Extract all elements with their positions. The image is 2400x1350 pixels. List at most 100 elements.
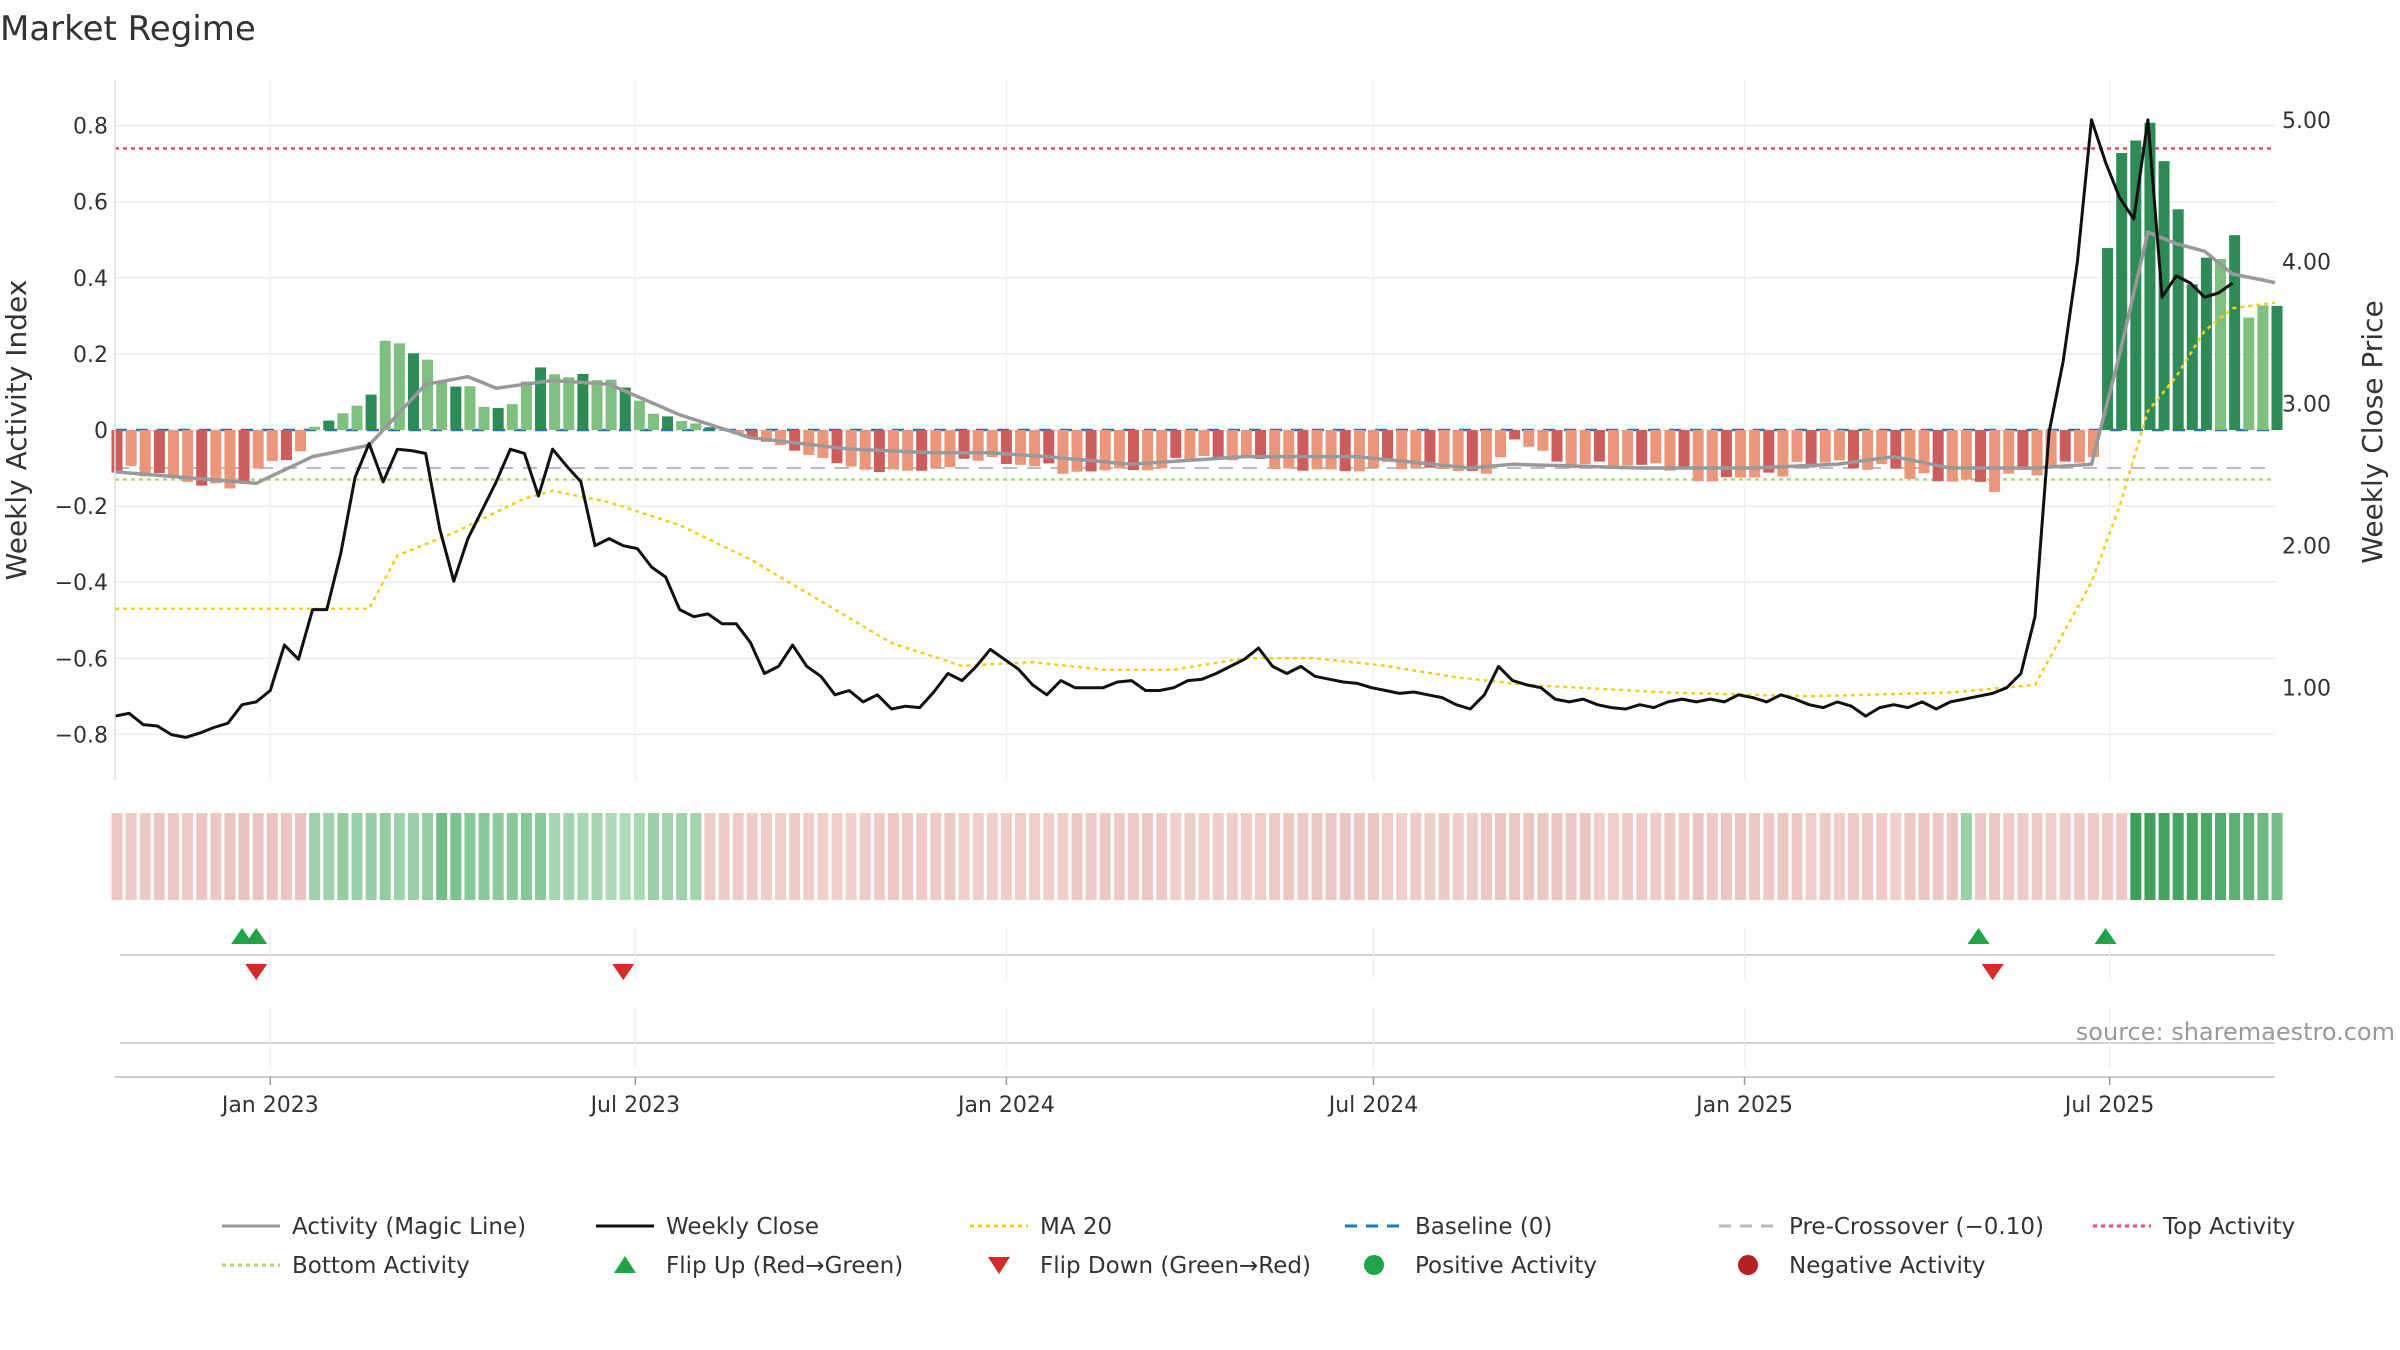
regime-cell	[887, 813, 899, 900]
regime-cell	[859, 813, 871, 900]
activity-bar	[619, 387, 631, 430]
legend-entry: Positive Activity	[1364, 1253, 1597, 1279]
activity-bar	[1311, 430, 1323, 470]
activity-bar	[407, 353, 419, 430]
activity-bar	[1127, 430, 1139, 471]
activity-bar	[1650, 430, 1662, 464]
weekly-close-line	[114, 118, 2234, 739]
y-tick-label: −0.6	[55, 647, 108, 672]
regime-cell	[365, 813, 377, 900]
regime-cell	[2144, 813, 2156, 900]
legend-swatch	[1364, 1255, 1384, 1275]
source-text: source: sharemaestro.com	[2076, 1018, 2395, 1046]
activity-bar	[2215, 259, 2227, 430]
regime-cell	[930, 813, 942, 900]
activity-bar	[1720, 430, 1732, 478]
y-tick-label: −0.4	[55, 571, 108, 596]
y-tick-label: 0.4	[73, 267, 108, 292]
regime-cell	[1678, 813, 1690, 900]
x-tick-label: Jan 2025	[1694, 1093, 1793, 1118]
activity-bar	[1678, 430, 1690, 467]
regime-cell	[1283, 813, 1295, 900]
activity-bar	[789, 430, 801, 451]
regime-cell	[210, 813, 222, 900]
activity-bar	[1523, 430, 1535, 447]
legend-label: Positive Activity	[1415, 1253, 1597, 1279]
regime-cell	[1311, 813, 1323, 900]
activity-bar	[252, 430, 264, 469]
regime-cell	[718, 813, 730, 900]
regime-cell	[280, 813, 292, 900]
regime-cell	[1664, 813, 1676, 900]
regime-cell	[944, 813, 956, 900]
regime-cell	[379, 813, 391, 900]
regime-cell	[1551, 813, 1563, 900]
regime-cell	[196, 813, 208, 900]
regime-cell	[1339, 813, 1351, 900]
activity-bar	[210, 430, 222, 484]
regime-cell	[436, 813, 448, 900]
activity-bar	[1975, 430, 1987, 482]
activity-bar	[2017, 430, 2029, 470]
activity-bar	[1946, 430, 1958, 482]
flip-up-marker	[1967, 928, 1990, 944]
activity-bar	[1763, 430, 1775, 473]
activity-bar	[2116, 153, 2128, 430]
regime-cell	[1946, 813, 1958, 900]
x-tick-label: Jan 2024	[956, 1093, 1055, 1118]
activity-bar	[1593, 430, 1605, 462]
regime-cell	[1085, 813, 1097, 900]
regime-cell	[1198, 813, 1210, 900]
y-right-tick-label: 2.00	[2282, 535, 2331, 560]
legend-entry: Pre-Crossover (−0.10)	[1719, 1214, 2044, 1240]
regime-cell	[535, 813, 547, 900]
activity-bar	[1960, 430, 1972, 480]
regime-cell	[2031, 813, 2043, 900]
activity-bar	[1269, 430, 1281, 470]
regime-cell	[746, 813, 758, 900]
regime-cell	[732, 813, 744, 900]
activity-bar	[1240, 430, 1252, 457]
regime-cell	[803, 813, 815, 900]
activity-bar	[436, 381, 448, 430]
legend-entry: Flip Down (Green→Red)	[988, 1253, 1311, 1279]
activity-bar	[1283, 430, 1295, 469]
regime-cell	[1918, 813, 1930, 900]
activity-bar	[1297, 430, 1309, 471]
regime-cell	[760, 813, 772, 900]
activity-bar	[1367, 430, 1379, 469]
regime-cell	[1156, 813, 1168, 900]
regime-cell	[986, 813, 998, 900]
regime-cell	[1255, 813, 1267, 900]
regime-cell	[1142, 813, 1154, 900]
regime-cell	[464, 813, 476, 900]
activity-bar	[2229, 235, 2241, 430]
activity-bar	[450, 386, 462, 430]
regime-cell	[1890, 813, 1902, 900]
activity-bar	[1495, 430, 1507, 458]
activity-bar	[2172, 209, 2184, 430]
activity-bar	[2059, 430, 2071, 462]
regime-cell	[591, 813, 603, 900]
regime-cell	[1509, 813, 1521, 900]
regime-cell	[549, 813, 561, 900]
axes: 0.8 0.6 0.4 0.2 0 −0.2 −0.4 −0.6 −0.8 5.00 4.00 3.0…	[55, 80, 2331, 780]
activity-bar	[535, 367, 547, 430]
legend-label: Flip Up (Red→Green)	[666, 1253, 903, 1279]
regime-cell	[2073, 813, 2085, 900]
legend-label: Bottom Activity	[292, 1253, 470, 1279]
legend-label: Flip Down (Green→Red)	[1040, 1253, 1311, 1279]
regime-cell	[831, 813, 843, 900]
activity-bar	[1255, 430, 1267, 460]
regime-cell	[2215, 813, 2227, 900]
regime-cell	[1720, 813, 1732, 900]
regime-cell	[1396, 813, 1408, 900]
activity-bar	[2045, 430, 2057, 466]
regime-cell	[1226, 813, 1238, 900]
regime-cell	[563, 813, 575, 900]
legend-entry: Activity (Magic Line)	[222, 1214, 526, 1240]
activity-bar	[1353, 430, 1365, 472]
regime-cell	[1805, 813, 1817, 900]
activity-bar	[2003, 430, 2015, 474]
regime-cell	[337, 813, 349, 900]
